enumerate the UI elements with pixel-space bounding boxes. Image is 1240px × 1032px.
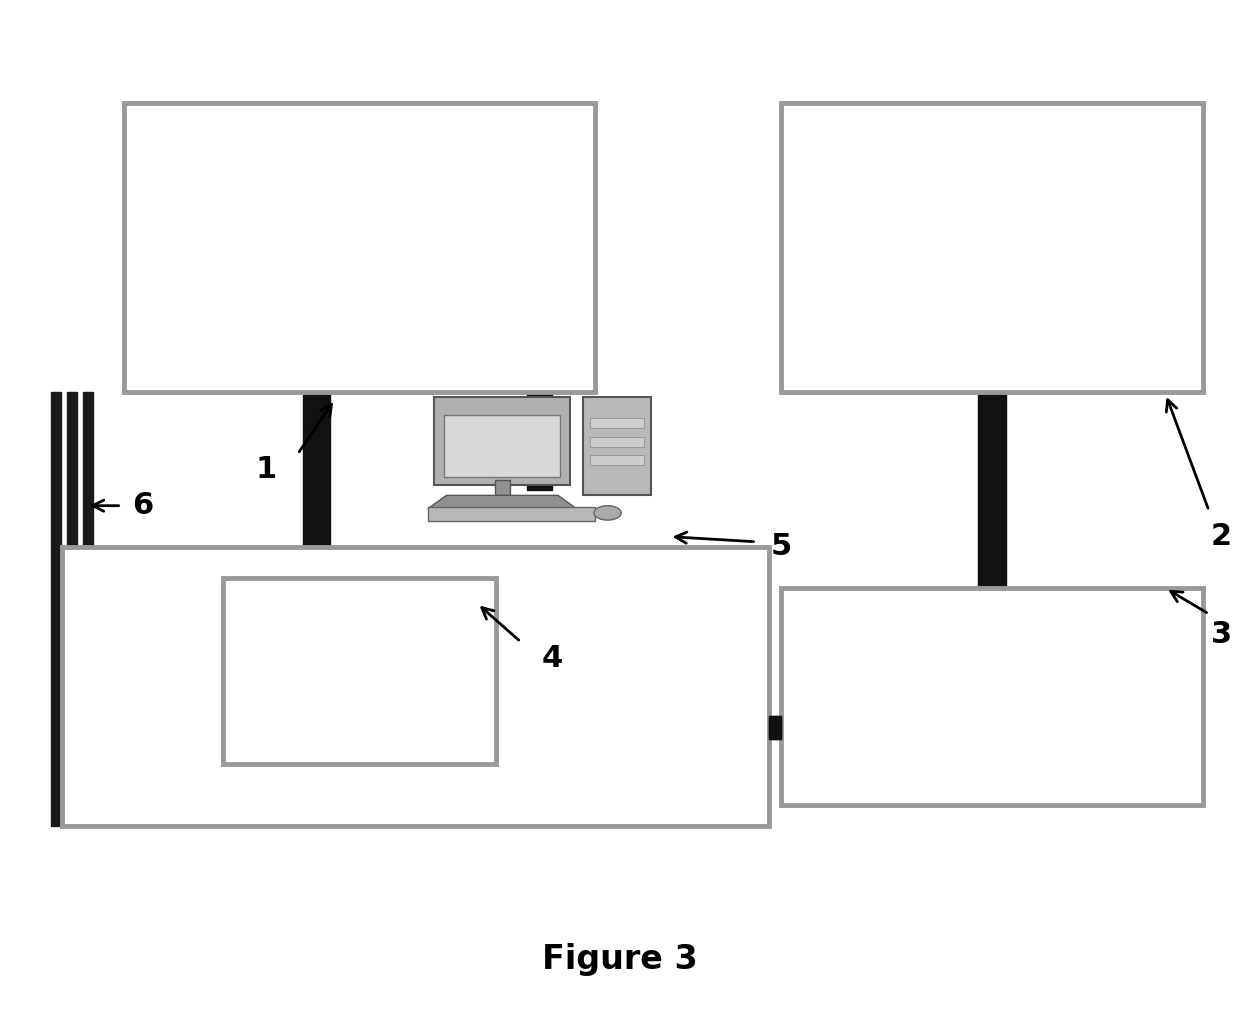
Bar [62, 547, 769, 826]
Polygon shape [428, 495, 577, 509]
Bar [303, 392, 330, 547]
Text: 1: 1 [255, 455, 278, 484]
Text: 4: 4 [541, 644, 563, 673]
Text: 2: 2 [1210, 522, 1233, 551]
Ellipse shape [594, 506, 621, 520]
Bar [978, 392, 1006, 588]
Bar [769, 716, 781, 739]
Text: 6: 6 [131, 491, 154, 520]
Bar [67, 392, 77, 826]
Bar [781, 588, 1203, 805]
Bar [781, 103, 1203, 392]
Bar [495, 480, 510, 495]
Text: Figure 3: Figure 3 [542, 943, 698, 976]
Bar [434, 397, 570, 485]
Bar [51, 392, 61, 826]
Bar [223, 578, 496, 764]
Bar [769, 716, 781, 739]
Bar [590, 455, 644, 465]
Bar [428, 507, 595, 521]
Bar [527, 392, 552, 490]
Bar [590, 418, 644, 428]
Text: 3: 3 [1210, 620, 1233, 649]
Bar [444, 415, 560, 477]
Bar [124, 103, 595, 392]
Bar [83, 392, 93, 826]
Text: 5: 5 [770, 533, 792, 561]
Bar [590, 437, 644, 447]
Bar [583, 397, 651, 495]
